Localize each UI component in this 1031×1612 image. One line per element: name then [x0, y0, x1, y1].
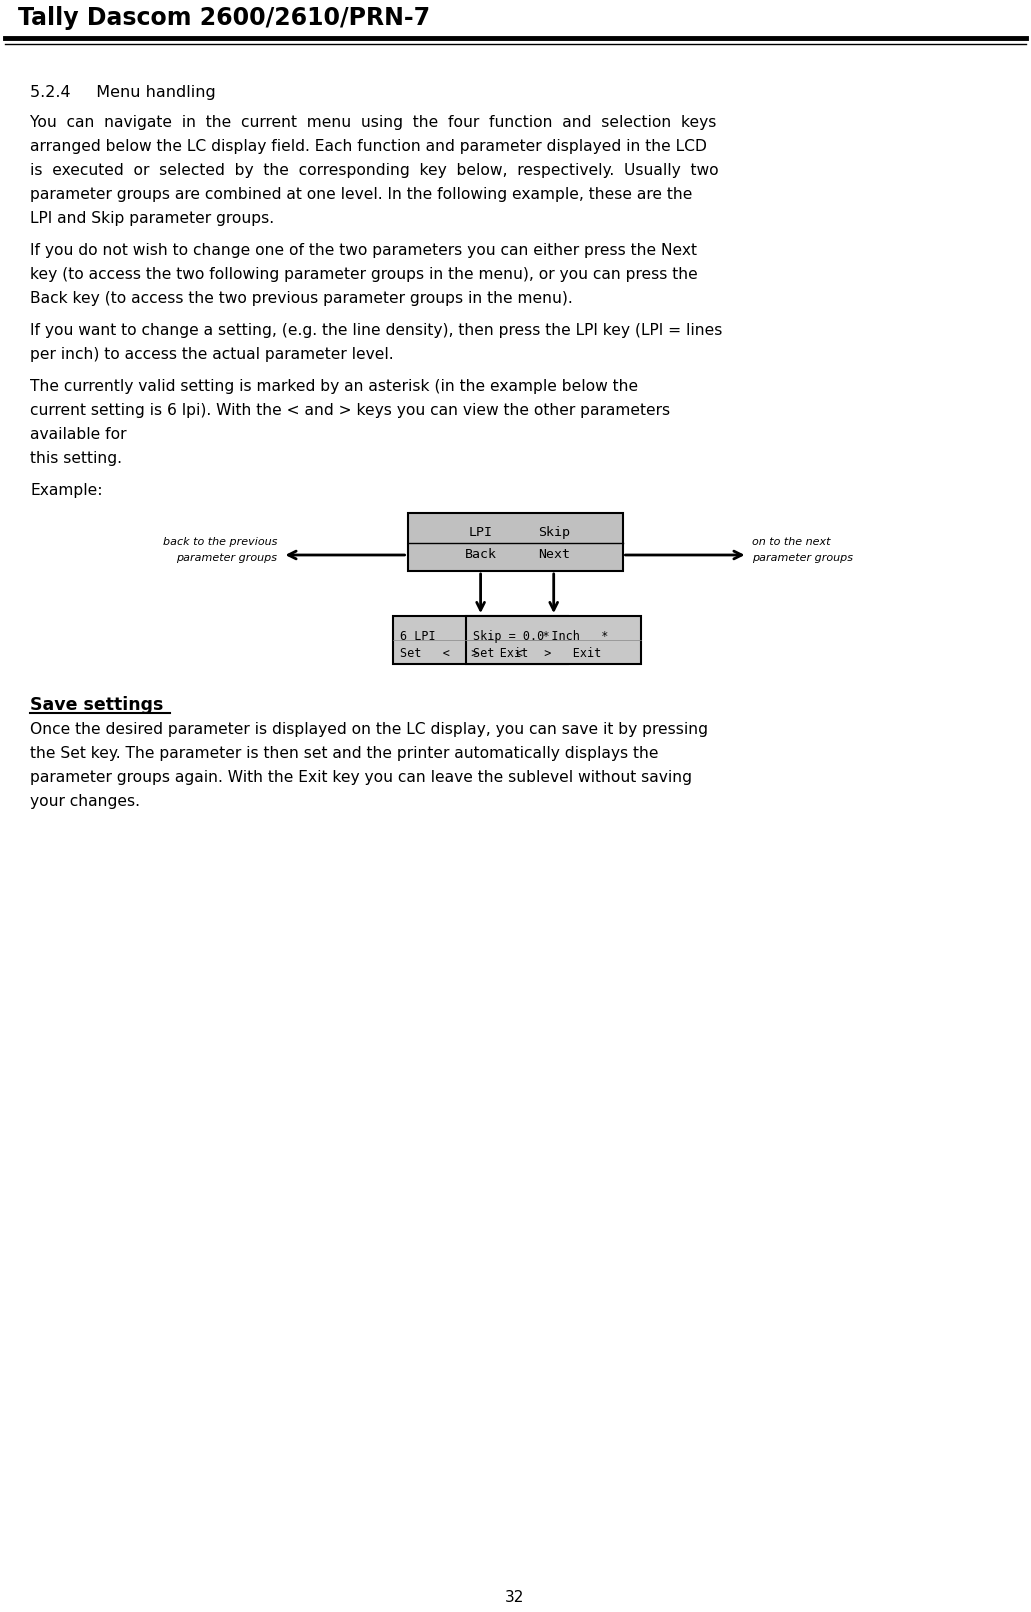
- Text: per inch) to access the actual parameter level.: per inch) to access the actual parameter…: [30, 347, 394, 363]
- Text: If you do not wish to change one of the two parameters you can either press the : If you do not wish to change one of the …: [30, 243, 697, 258]
- Text: current setting is 6 lpi). With the < and > keys you can view the other paramete: current setting is 6 lpi). With the < an…: [30, 403, 670, 418]
- Text: the Set key. The parameter is then set and the printer automatically displays th: the Set key. The parameter is then set a…: [30, 746, 659, 761]
- Text: If you want to change a setting, (e.g. the line density), then press the LPI key: If you want to change a setting, (e.g. t…: [30, 322, 723, 339]
- Text: back to the previous: back to the previous: [163, 537, 277, 546]
- Bar: [466, 616, 641, 664]
- Text: arranged below the LC display field. Each function and parameter displayed in th: arranged below the LC display field. Eac…: [30, 139, 707, 155]
- Text: parameter groups: parameter groups: [176, 553, 277, 563]
- Text: LPI and Skip parameter groups.: LPI and Skip parameter groups.: [30, 211, 274, 226]
- Text: Save settings: Save settings: [30, 696, 163, 714]
- Text: your changes.: your changes.: [30, 795, 140, 809]
- Text: this setting.: this setting.: [30, 451, 122, 466]
- Text: parameter groups are combined at one level. In the following example, these are : parameter groups are combined at one lev…: [30, 187, 693, 202]
- Text: Back key (to access the two previous parameter groups in the menu).: Back key (to access the two previous par…: [30, 292, 573, 306]
- Text: Example:: Example:: [30, 484, 102, 498]
- Bar: [407, 513, 623, 571]
- Text: on to the next: on to the next: [753, 537, 831, 546]
- Text: available for: available for: [30, 427, 127, 442]
- Text: key (to access the two following parameter groups in the menu), or you can press: key (to access the two following paramet…: [30, 268, 698, 282]
- Text: Skip = 0.0 Inch   *: Skip = 0.0 Inch *: [473, 630, 608, 643]
- Text: LPI: LPI: [469, 526, 493, 538]
- Text: 32: 32: [505, 1589, 525, 1606]
- Text: Once the desired parameter is displayed on the LC display, you can save it by pr: Once the desired parameter is displayed …: [30, 722, 708, 737]
- Text: Back: Back: [465, 548, 497, 561]
- Text: Next: Next: [538, 548, 570, 561]
- Text: 6 LPI               *: 6 LPI *: [400, 630, 550, 643]
- Text: 5.2.4     Menu handling: 5.2.4 Menu handling: [30, 85, 215, 100]
- Text: is  executed  or  selected  by  the  corresponding  key  below,  respectively.  : is executed or selected by the correspon…: [30, 163, 719, 177]
- Text: Tally Dascom 2600/2610/PRN-7: Tally Dascom 2600/2610/PRN-7: [18, 6, 430, 31]
- Text: You  can  navigate  in  the  current  menu  using  the  four  function  and  sel: You can navigate in the current menu usi…: [30, 114, 717, 131]
- Text: parameter groups: parameter groups: [753, 553, 854, 563]
- Text: Skip: Skip: [538, 526, 570, 538]
- Text: Set   <   >   Exit: Set < > Exit: [473, 646, 601, 659]
- Text: Set   <   >   Exit: Set < > Exit: [400, 646, 528, 659]
- Text: parameter groups again. With the Exit key you can leave the sublevel without sav: parameter groups again. With the Exit ke…: [30, 771, 692, 785]
- Text: The currently valid setting is marked by an asterisk (in the example below the: The currently valid setting is marked by…: [30, 379, 638, 393]
- Bar: [393, 616, 568, 664]
